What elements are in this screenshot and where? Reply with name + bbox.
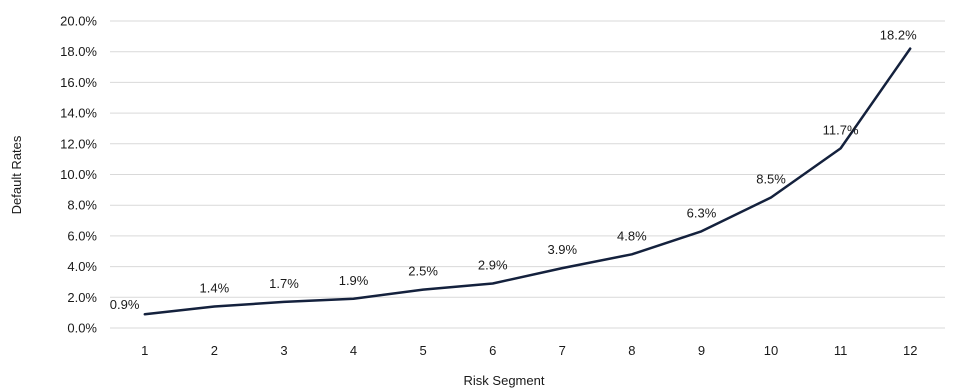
- x-tick-label: 6: [489, 343, 496, 358]
- y-tick-label: 18.0%: [60, 44, 97, 59]
- x-tick-label: 12: [903, 343, 917, 358]
- grid-lines: [110, 20, 945, 329]
- data-label: 3.9%: [547, 242, 577, 257]
- y-tick-label: 16.0%: [60, 75, 97, 90]
- data-label: 0.9%: [110, 297, 140, 312]
- y-tick-label: 6.0%: [67, 228, 97, 243]
- data-label: 1.9%: [339, 273, 369, 288]
- data-label: 8.5%: [756, 172, 786, 187]
- x-tick-label: 3: [280, 343, 287, 358]
- y-tick-label: 14.0%: [60, 106, 97, 121]
- series-line: [143, 47, 912, 316]
- data-label: 2.9%: [478, 257, 508, 272]
- y-axis-ticks: 0.0% 2.0% 4.0% 6.0% 8.0% 10.0% 12.0% 14.0% 16.0%…: [60, 14, 97, 336]
- series-layer: [143, 47, 912, 316]
- data-label: 1.4%: [200, 281, 230, 296]
- x-tick-label: 5: [420, 343, 427, 358]
- y-tick-label: 10.0%: [60, 167, 97, 182]
- y-tick-label: 8.0%: [67, 198, 97, 213]
- data-label: 1.7%: [269, 276, 299, 291]
- y-tick-label: 2.0%: [67, 290, 97, 305]
- y-tick-label: 20.0%: [60, 14, 97, 29]
- x-axis-ticks: 1 2 3 4 5 6 7 8 9 10 11 12: [141, 343, 917, 358]
- x-tick-label: 11: [834, 343, 848, 358]
- data-label: 11.7%: [823, 122, 859, 137]
- x-tick-label: 9: [698, 343, 705, 358]
- y-tick-label: 12.0%: [60, 136, 97, 151]
- x-tick-label: 7: [559, 343, 566, 358]
- x-tick-label: 2: [211, 343, 218, 358]
- data-label: 18.2%: [880, 28, 917, 43]
- x-tick-label: 10: [764, 343, 778, 358]
- data-labels: 0.9% 1.4% 1.7% 1.9% 2.5% 2.9% 3.9% 4.8% 6.3% 8.5%…: [110, 28, 917, 313]
- x-axis-title: Risk Segment: [464, 373, 545, 388]
- y-tick-label: 4.0%: [67, 259, 97, 274]
- x-tick-label: 1: [141, 343, 148, 358]
- y-axis-title: Default Rates: [9, 135, 24, 214]
- data-label: 6.3%: [687, 205, 717, 220]
- x-tick-label: 8: [628, 343, 635, 358]
- data-label: 4.8%: [617, 228, 647, 243]
- y-tick-label: 0.0%: [67, 321, 97, 336]
- x-tick-label: 4: [350, 343, 357, 358]
- data-label: 2.5%: [408, 264, 438, 279]
